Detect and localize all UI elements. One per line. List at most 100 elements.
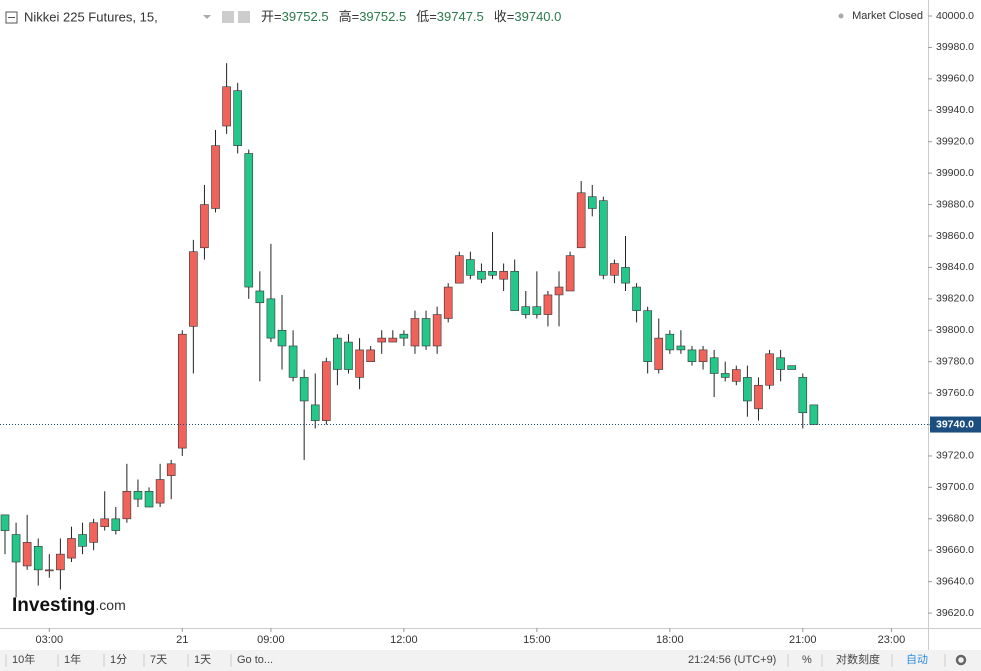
y-tick-label: 39940.0 — [936, 104, 974, 116]
ohlc-value: 39752.5 — [359, 9, 406, 24]
candle-body — [67, 538, 76, 559]
candle-body — [211, 145, 220, 209]
y-tick-label: 39640.0 — [936, 575, 974, 587]
y-tick-label: 39700.0 — [936, 481, 974, 493]
y-tick-label: 39660.0 — [936, 544, 974, 556]
candle-body — [621, 267, 630, 284]
ohlc-label: 高= — [339, 9, 360, 24]
candle-body — [388, 337, 398, 343]
y-tick-label: 39780.0 — [936, 355, 974, 367]
collapse-icon[interactable] — [5, 11, 18, 24]
candle-body — [720, 373, 730, 378]
candle-body — [410, 318, 420, 347]
toolbar-button[interactable]: 自动 — [906, 653, 928, 666]
candle-body — [499, 271, 508, 280]
market-status: Market Closed — [852, 10, 923, 22]
candle-body — [56, 553, 65, 571]
candle-body — [765, 353, 774, 386]
status-dot — [838, 13, 844, 19]
candle-body — [454, 255, 464, 284]
ohlc-value: 39747.5 — [437, 9, 484, 24]
y-tick-label: 39800.0 — [936, 324, 974, 336]
candle-body — [255, 290, 265, 304]
candle-body — [443, 286, 453, 319]
x-tick-label: 21:00 — [789, 634, 817, 646]
candle-body — [709, 357, 719, 374]
toolbar-button[interactable]: 10年 — [12, 652, 35, 666]
candle-body — [288, 345, 298, 378]
settings-gear[interactable] — [955, 654, 967, 666]
toolbar-button[interactable]: 对数刻度 — [836, 652, 880, 666]
toolbar-button[interactable]: Go to... — [237, 654, 273, 666]
toolbar-button[interactable]: 7天 — [150, 654, 167, 666]
y-tick-label: 39860.0 — [936, 230, 974, 242]
candle-body — [698, 349, 708, 362]
candle-body — [532, 306, 542, 315]
candle-body — [310, 404, 320, 421]
ohlc-readout: 开=39752.5 高=39752.5 低=39747.5 收=39740.0 — [261, 9, 561, 24]
candle-body — [665, 333, 675, 351]
last-price-tag — [930, 416, 981, 433]
candle-body — [11, 534, 21, 563]
candle-body — [89, 522, 98, 543]
candle-body — [244, 153, 254, 288]
logo-brand: Investing — [12, 595, 95, 616]
candle-body — [576, 192, 586, 249]
candle-body — [222, 86, 231, 127]
toolbar-button[interactable]: 1分 — [110, 653, 127, 666]
toolbar-button[interactable]: 1年 — [64, 652, 81, 666]
logo: Investing.com — [12, 595, 126, 616]
candle-body — [155, 479, 165, 504]
candle-body — [277, 329, 287, 347]
candle-body — [344, 341, 353, 370]
y-tick-label: 39920.0 — [936, 136, 974, 148]
candle-body — [189, 251, 198, 327]
candle-body — [355, 349, 364, 378]
candle-body — [466, 259, 475, 276]
candle-body — [477, 271, 486, 280]
ohlc-value: 39740.0 — [514, 9, 561, 24]
x-tick-label: 21 — [176, 634, 188, 646]
x-tick-label: 15:00 — [523, 634, 551, 646]
candle-body — [122, 491, 132, 520]
candle-body — [177, 333, 187, 449]
candle-body — [166, 463, 176, 476]
candle-body — [676, 345, 686, 351]
clock: 21:24:56 (UTC+9) — [688, 654, 776, 666]
y-tick-label: 40000.0 — [936, 10, 974, 22]
y-tick-label: 39820.0 — [936, 293, 974, 305]
x-tick-label: 12:00 — [390, 634, 418, 646]
candle-body — [643, 310, 652, 362]
settings-icon[interactable] — [238, 11, 250, 23]
x-tick-label: 18:00 — [656, 634, 684, 646]
y-tick-label: 39900.0 — [936, 167, 974, 179]
y-tick-label: 39620.0 — [936, 607, 974, 619]
y-tick-label: 39960.0 — [936, 73, 974, 85]
y-tick-label: 39720.0 — [936, 450, 974, 462]
y-tick-label: 39760.0 — [936, 387, 974, 399]
candle-body — [78, 534, 87, 547]
toolbar — [0, 650, 981, 671]
candle-body — [421, 318, 431, 347]
ohlc-value: 39752.5 — [282, 9, 329, 24]
x-tick-label: 09:00 — [257, 634, 285, 646]
chart-title: Nikkei 225 Futures, 15, — [24, 9, 158, 24]
candle-body — [754, 384, 763, 410]
candle-body — [322, 361, 331, 421]
candle-body — [45, 569, 54, 572]
candle-body — [488, 271, 497, 276]
candle-body — [200, 204, 209, 249]
y-tick-label: 39880.0 — [936, 198, 974, 210]
candle-body — [100, 518, 110, 527]
last-price-label: 39740.0 — [936, 418, 974, 430]
candle-body — [610, 263, 619, 276]
settings-icon[interactable] — [222, 11, 234, 23]
x-tick-label: 23:00 — [878, 634, 906, 646]
candle-body — [233, 90, 242, 146]
toolbar-button[interactable]: 1天 — [194, 654, 211, 666]
toolbar-button[interactable]: % — [802, 654, 812, 666]
candle-body — [565, 255, 575, 292]
y-tick-label: 39680.0 — [936, 513, 974, 525]
dropdown[interactable] — [203, 15, 211, 19]
